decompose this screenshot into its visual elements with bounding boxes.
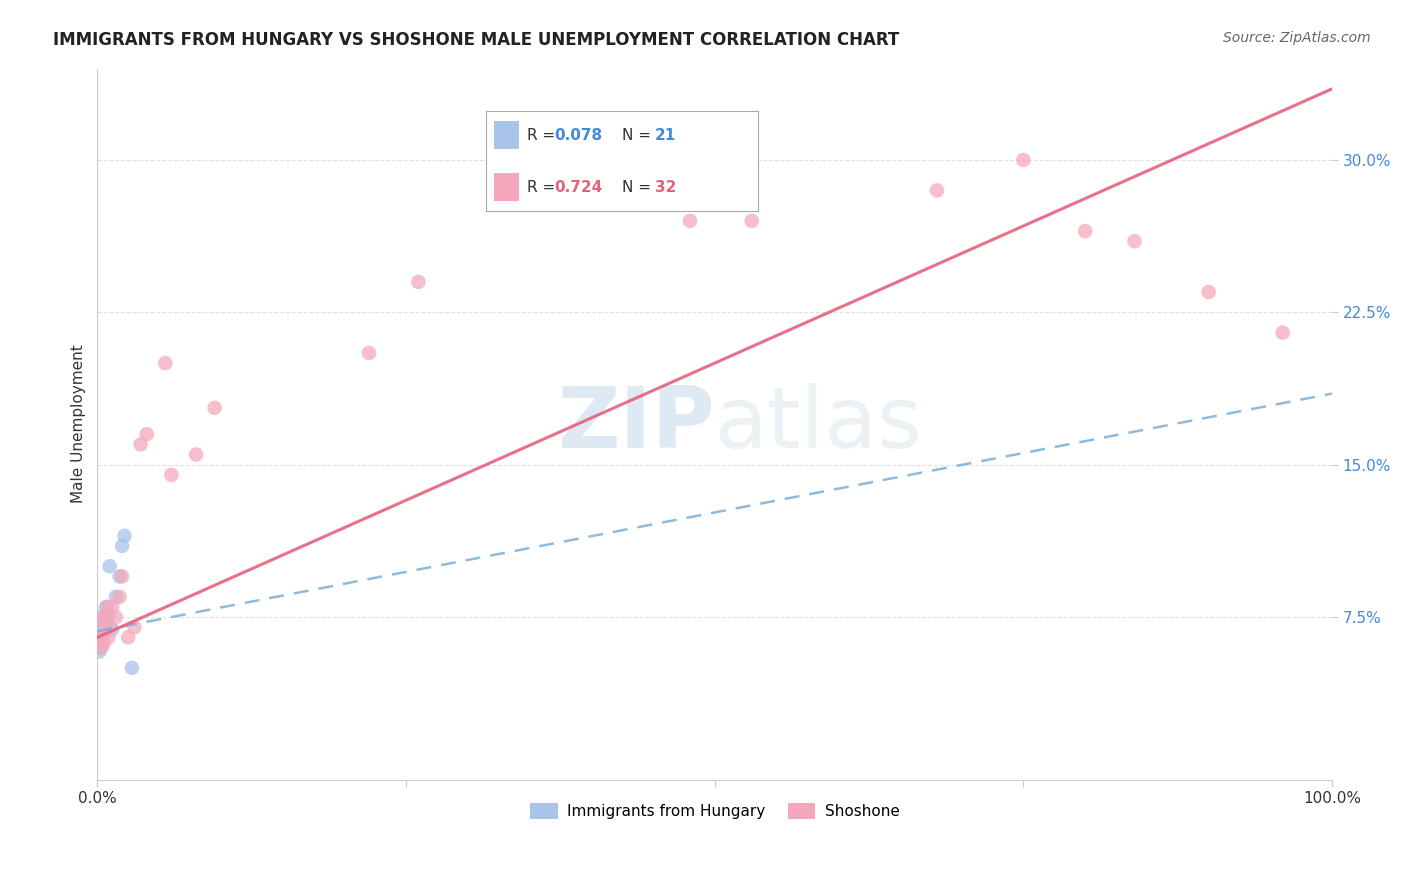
Point [104, 590, 127, 604]
Point [87, 634, 110, 648]
Legend: Immigrants from Hungary, Shoshone: Immigrants from Hungary, Shoshone [524, 797, 905, 825]
Point [89, 631, 111, 645]
Point [408, 275, 430, 289]
Point [91, 620, 114, 634]
Point [89, 640, 111, 655]
Text: IMMIGRANTS FROM HUNGARY VS SHOSHONE MALE UNEMPLOYMENT CORRELATION CHART: IMMIGRANTS FROM HUNGARY VS SHOSHONE MALE… [53, 31, 900, 49]
Point [104, 610, 127, 624]
Point [101, 622, 124, 636]
Text: atlas: atlas [714, 383, 922, 466]
Point [98, 620, 121, 634]
Point [741, 214, 763, 228]
Point [111, 539, 134, 553]
Point [1012, 153, 1035, 167]
Point [94, 599, 117, 614]
Point [117, 631, 139, 645]
Point [91, 631, 114, 645]
Point [114, 529, 136, 543]
Point [129, 437, 152, 451]
Point [90, 636, 112, 650]
Point [93, 636, 115, 650]
Point [108, 569, 131, 583]
Point [90, 640, 112, 655]
Point [94, 610, 117, 624]
Text: Source: ZipAtlas.com: Source: ZipAtlas.com [1223, 31, 1371, 45]
Point [97, 608, 120, 623]
Point [204, 401, 226, 415]
Point [101, 599, 124, 614]
Point [1074, 224, 1097, 238]
Point [94, 620, 117, 634]
Point [160, 467, 183, 482]
Point [184, 448, 207, 462]
Point [94, 616, 117, 631]
Point [96, 599, 118, 614]
Point [1271, 326, 1294, 340]
Y-axis label: Male Unemployment: Male Unemployment [72, 344, 86, 503]
Point [93, 610, 115, 624]
Point [124, 620, 146, 634]
Point [1123, 234, 1146, 248]
Point [87, 640, 110, 655]
Point [925, 183, 948, 197]
Point [679, 214, 702, 228]
Point [98, 559, 121, 574]
Point [87, 634, 110, 648]
Point [135, 427, 157, 442]
Point [89, 645, 111, 659]
Point [89, 626, 111, 640]
Point [90, 610, 112, 624]
Point [121, 661, 143, 675]
Text: ZIP: ZIP [557, 383, 714, 466]
Point [155, 356, 177, 370]
Point [357, 346, 380, 360]
Point [108, 590, 131, 604]
Point [96, 614, 118, 628]
Point [97, 631, 120, 645]
Point [91, 624, 114, 639]
Point [111, 569, 134, 583]
Point [1198, 285, 1220, 299]
